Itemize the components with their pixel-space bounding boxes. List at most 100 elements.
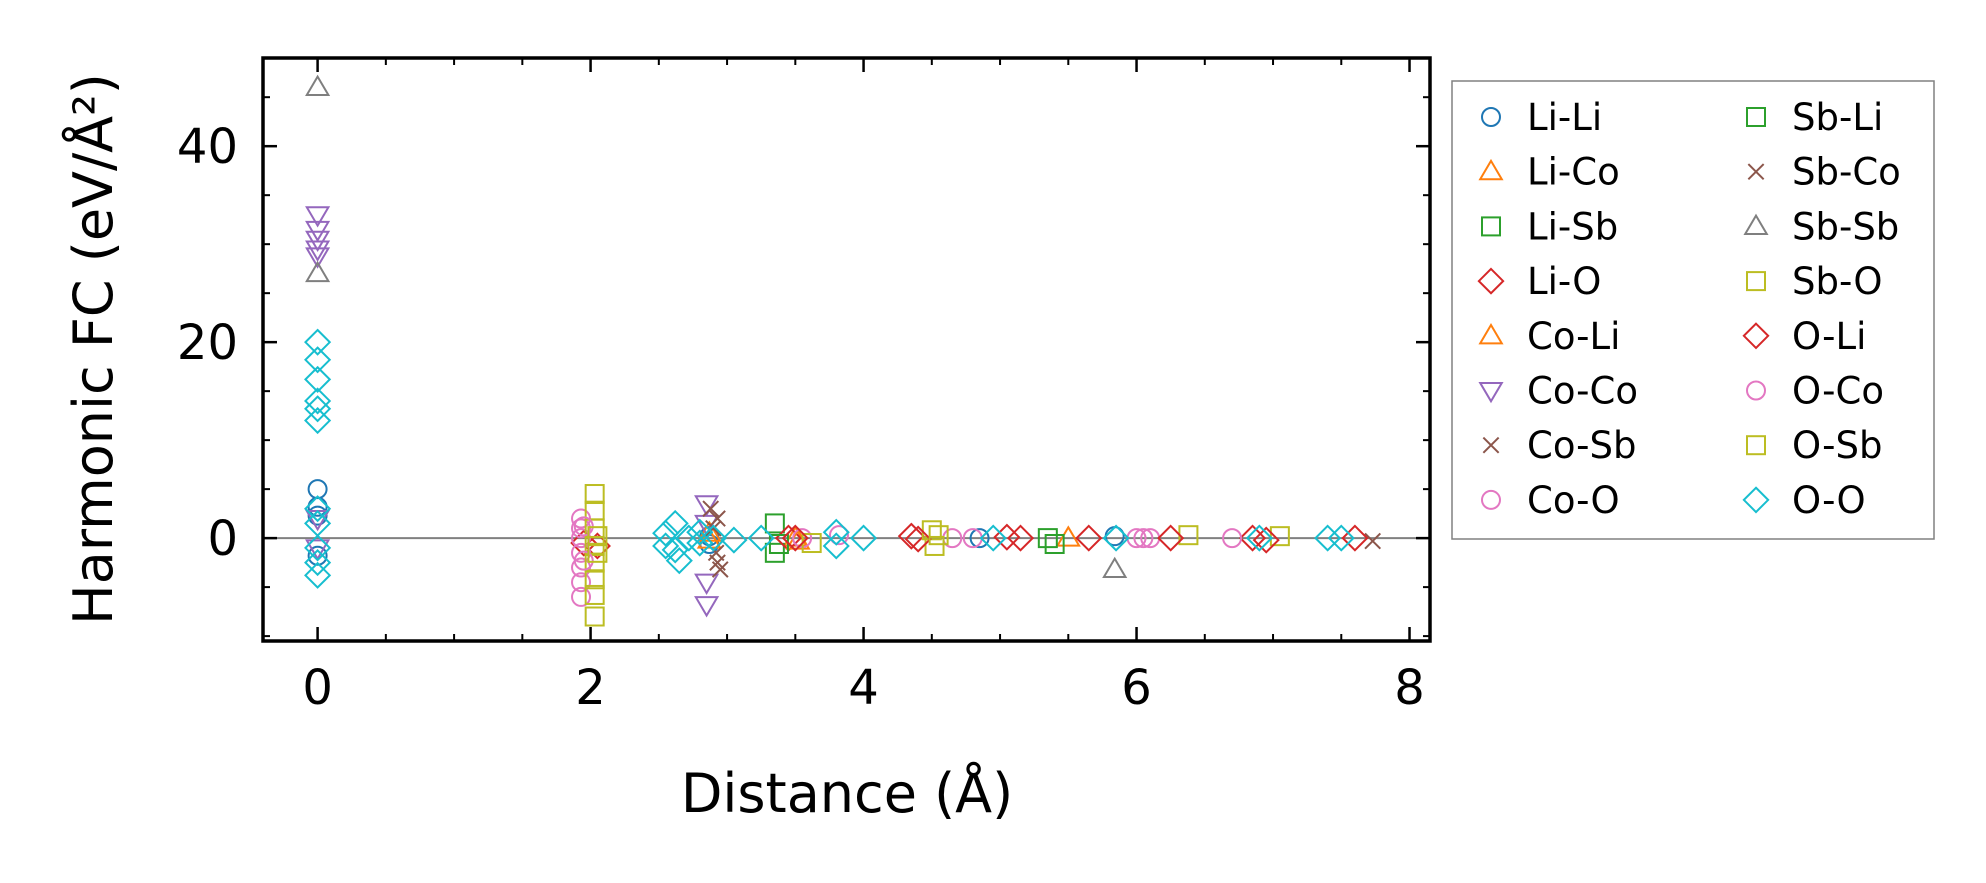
legend-marker [1481, 107, 1501, 127]
legend-label: Co-Sb [1527, 424, 1636, 467]
data-point [304, 549, 332, 577]
data-point [573, 550, 594, 571]
data-point [694, 596, 720, 618]
legend-marker [1746, 435, 1766, 456]
data-point [305, 539, 331, 561]
data-point [709, 510, 726, 527]
legend-label: Co-Co [1527, 370, 1638, 413]
data-point [304, 387, 332, 415]
legend-label: Li-Sb [1527, 205, 1618, 248]
x-tick-label: 8 [1394, 660, 1425, 716]
data-point [686, 518, 714, 546]
legend-marker [1482, 436, 1500, 454]
data-point [584, 484, 605, 505]
x-tick-label: 0 [302, 660, 333, 716]
data-point [584, 500, 605, 521]
data-point [709, 554, 726, 571]
data-point [1252, 526, 1280, 554]
data-point [1222, 528, 1243, 549]
data-point [571, 572, 592, 593]
data-point [822, 518, 850, 546]
data-point [1044, 533, 1065, 554]
legend-marker [1746, 107, 1766, 127]
legend-marker [1478, 381, 1504, 404]
legend-label: Li-O [1527, 260, 1601, 303]
legend-marker [1481, 216, 1501, 237]
data-point [924, 535, 945, 556]
legend-marker [1746, 271, 1766, 292]
legend-marker [1477, 267, 1505, 295]
data-point [686, 529, 714, 557]
data-point [849, 524, 878, 552]
data-point [571, 518, 592, 539]
data-point [305, 74, 331, 96]
data-point [720, 526, 748, 554]
data-point [694, 573, 720, 595]
data-point [1102, 524, 1130, 552]
data-point [1006, 524, 1035, 552]
legend-label: Li-Co [1527, 151, 1620, 194]
legend-label: Co-Li [1527, 315, 1620, 358]
data-point [764, 513, 785, 534]
x-tick-label: 2 [575, 660, 606, 716]
data-point [587, 542, 608, 563]
data-point [304, 346, 332, 374]
legend-label: O-Sb [1792, 424, 1882, 467]
data-point [696, 527, 722, 549]
data-point [928, 525, 949, 546]
legend-marker [1478, 323, 1504, 345]
data-point [304, 561, 332, 589]
data-point [307, 545, 328, 566]
legend-label: Li-Li [1527, 96, 1602, 139]
data-point [1075, 524, 1103, 552]
legend-label: Sb-Sb [1792, 205, 1899, 248]
data-point [652, 519, 680, 547]
data-point [1178, 525, 1199, 546]
legend: Li-Li Li-Co Li-Sb Li-O Co-Li Co-Co Co-Sb Co-O Sb… [1451, 80, 1935, 540]
legend-marker [1747, 163, 1765, 181]
data-point [702, 500, 720, 518]
legend-label: Sb-O [1792, 260, 1882, 303]
legend-marker [1481, 489, 1501, 510]
data-point [1102, 556, 1128, 579]
plot-frame [261, 56, 1432, 643]
data-point [694, 495, 720, 517]
data-point [1327, 524, 1355, 552]
data-point [304, 395, 332, 423]
legend-label: Sb-Co [1792, 151, 1901, 194]
legend-frame [1451, 80, 1935, 540]
data-point [304, 406, 332, 435]
y-tick-label: 0 [207, 511, 238, 567]
data-point [304, 495, 332, 523]
data-point [587, 526, 608, 547]
data-point [305, 206, 331, 228]
legend-marker [1742, 322, 1770, 350]
data-point [1157, 524, 1185, 552]
legend-label: O-Co [1792, 370, 1884, 413]
legend-label: Sb-Li [1792, 96, 1883, 139]
x-tick-label: 4 [848, 660, 879, 716]
legend-label: Co-O [1527, 479, 1620, 522]
data-point [584, 606, 605, 627]
data-point [828, 525, 849, 546]
data-point [1055, 525, 1081, 547]
data-point [1133, 528, 1154, 549]
y-axis-label: Harmonic FC (eV/Å²) [61, 73, 125, 625]
legend-marker [1478, 158, 1504, 181]
data-point [1245, 524, 1273, 552]
data-point [897, 522, 925, 550]
data-point [584, 584, 605, 605]
data-point [705, 519, 722, 537]
data-point [1314, 524, 1342, 552]
data-point [1341, 524, 1369, 552]
data-point [781, 524, 809, 552]
y-tick-label: 20 [177, 315, 238, 371]
x-tick-label: 6 [1121, 660, 1152, 716]
legend-label: O-Li [1792, 315, 1866, 358]
data-point [747, 524, 775, 552]
data-point [904, 525, 932, 553]
data-point [305, 240, 331, 262]
data-point [305, 247, 331, 269]
data-point [305, 260, 331, 283]
y-tick-label: 40 [177, 119, 238, 175]
